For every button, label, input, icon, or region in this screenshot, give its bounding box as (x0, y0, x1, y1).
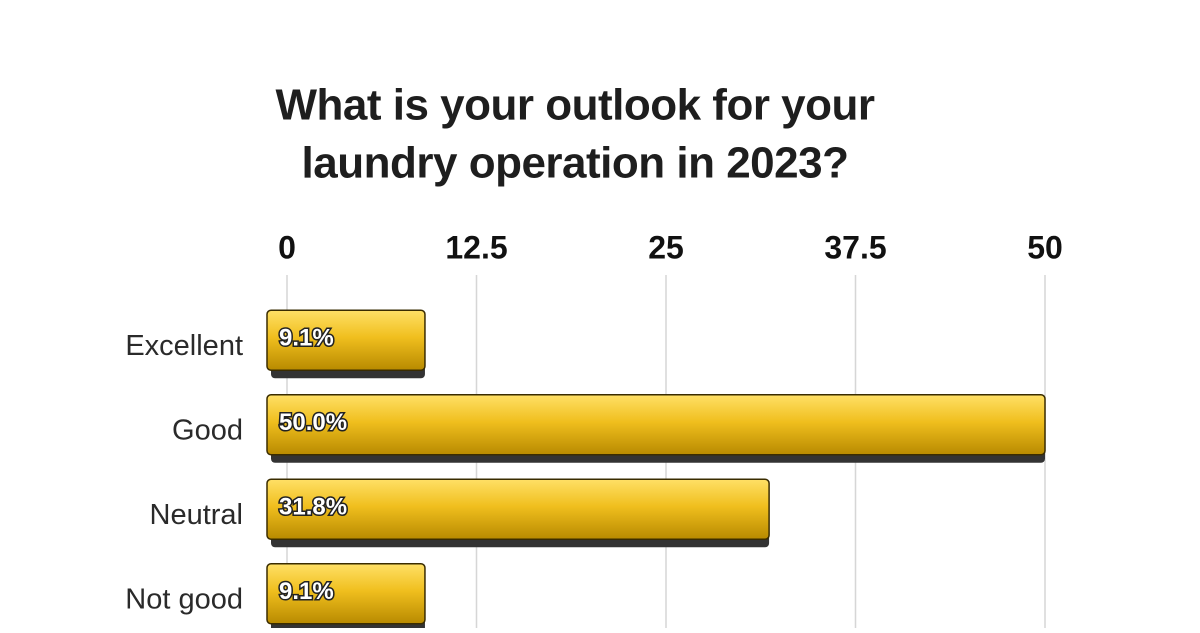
chart-title: laundry operation in 2023? (302, 139, 849, 188)
data-label: 9.1% (279, 325, 334, 352)
bar (266, 478, 770, 540)
data-label: 31.8% (279, 494, 347, 521)
bar (266, 394, 1046, 456)
x-tick-label: 50 (1027, 229, 1063, 265)
x-tick-label: 12.5 (445, 229, 507, 265)
y-tick-label: Good (172, 414, 243, 446)
bar (266, 309, 426, 371)
x-tick-label: 25 (648, 229, 684, 265)
y-tick-label: Neutral (150, 499, 244, 531)
data-label: 9.1% (279, 578, 334, 605)
y-tick-label: Excellent (125, 330, 243, 362)
x-tick-label: 37.5 (824, 229, 886, 265)
chart-title: What is your outlook for your (275, 81, 874, 130)
x-tick-label: 0 (278, 229, 296, 265)
data-label: 50.0% (279, 409, 347, 436)
bar (266, 563, 426, 625)
y-tick-label: Not good (125, 583, 243, 615)
